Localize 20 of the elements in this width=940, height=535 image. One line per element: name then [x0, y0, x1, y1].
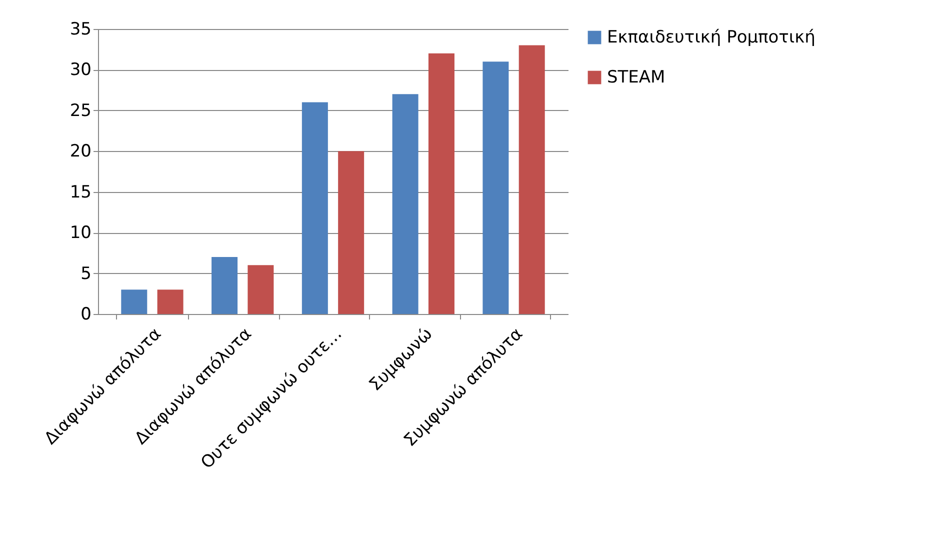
bar: [121, 290, 148, 314]
y-tick-label: 25: [70, 100, 92, 121]
bar: [518, 45, 545, 314]
bar: [428, 53, 454, 314]
bar: [302, 102, 328, 314]
y-tick-label: 35: [70, 20, 92, 40]
y-tick-label: 15: [70, 182, 92, 202]
bar: [392, 94, 418, 314]
y-tick-label: 0: [80, 304, 92, 324]
bar: [212, 257, 238, 314]
y-tick-label: 30: [70, 60, 92, 80]
legend-label: Εκπαιδευτική Ρομποτική: [607, 28, 816, 48]
y-tick-label: 10: [70, 223, 92, 244]
legend-label: STEAM: [607, 68, 666, 88]
bar: [157, 290, 184, 314]
bar: [248, 265, 274, 314]
y-tick-label: 20: [70, 142, 92, 162]
bar: [338, 151, 364, 314]
bar: [482, 62, 509, 314]
y-tick-label: 5: [80, 264, 92, 284]
